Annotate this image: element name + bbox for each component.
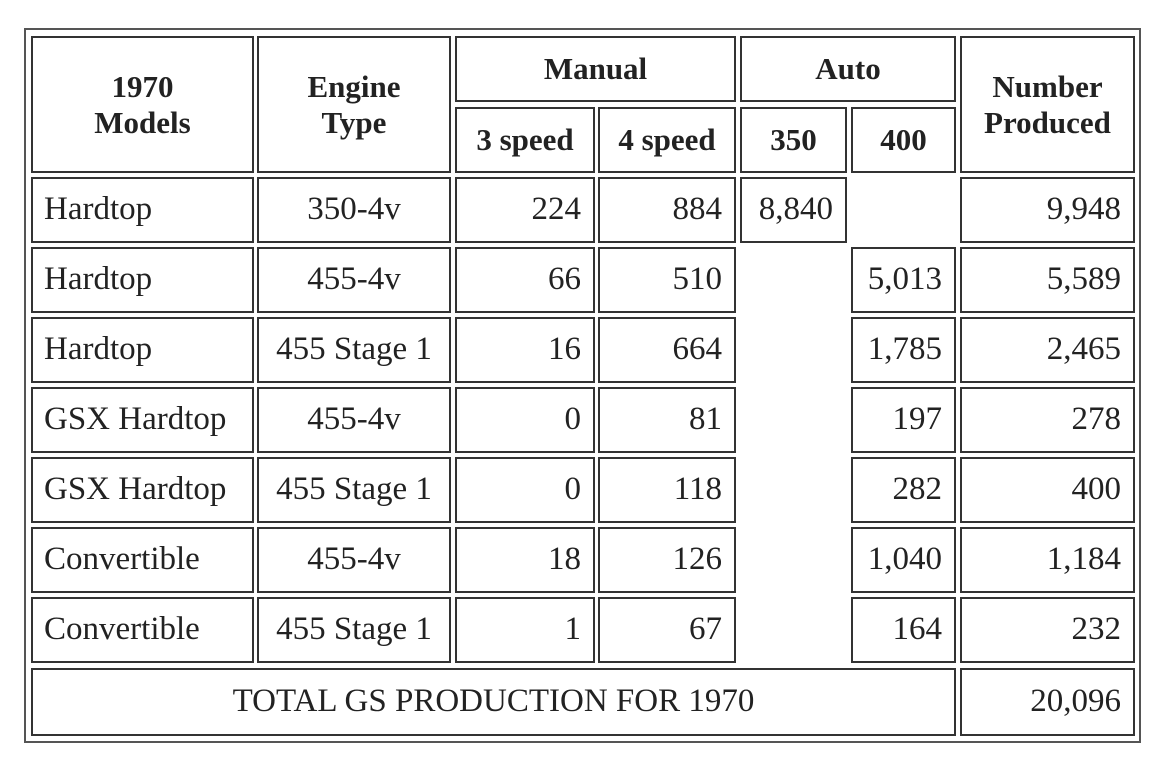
cell-model: GSX Hardtop [31, 387, 254, 453]
cell-manual-3: 0 [455, 457, 595, 523]
cell-number-produced: 400 [960, 457, 1135, 523]
cell-engine: 455 Stage 1 [257, 597, 451, 663]
cell-number-produced: 5,589 [960, 247, 1135, 313]
total-value: 20,096 [960, 668, 1135, 736]
cell-manual-4: 510 [598, 247, 736, 313]
cell-manual-3: 224 [455, 177, 595, 243]
header-auto: Auto [740, 36, 956, 102]
cell-auto-400: 5,013 [851, 247, 956, 313]
cell-manual-4: 118 [598, 457, 736, 523]
cell-manual-3: 1 [455, 597, 595, 663]
cell-auto-400: 197 [851, 387, 956, 453]
cell-manual-3: 66 [455, 247, 595, 313]
cell-manual-3: 0 [455, 387, 595, 453]
cell-model: Convertible [31, 597, 254, 663]
cell-number-produced: 278 [960, 387, 1135, 453]
header-manual-4-speed: 4 speed [598, 107, 736, 173]
cell-model: Hardtop [31, 317, 254, 383]
cell-manual-3: 16 [455, 317, 595, 383]
cell-model: Hardtop [31, 247, 254, 313]
cell-engine: 455-4v [257, 387, 451, 453]
header-models: 1970 Models [31, 36, 254, 173]
header-auto-400: 400 [851, 107, 956, 173]
cell-auto-350: 8,840 [740, 177, 847, 243]
production-table [24, 28, 1141, 743]
cell-auto-400: 1,785 [851, 317, 956, 383]
cell-engine: 455 Stage 1 [257, 457, 451, 523]
cell-manual-3: 18 [455, 527, 595, 593]
cell-auto-400: 282 [851, 457, 956, 523]
total-label: TOTAL GS PRODUCTION FOR 1970 [31, 668, 956, 736]
header-number-produced: Number Produced [960, 36, 1135, 173]
header-auto-350: 350 [740, 107, 847, 173]
cell-number-produced: 1,184 [960, 527, 1135, 593]
cell-engine: 455-4v [257, 527, 451, 593]
cell-engine: 455-4v [257, 247, 451, 313]
cell-model: Hardtop [31, 177, 254, 243]
header-engine-type: Engine Type [257, 36, 451, 173]
cell-auto-400: 1,040 [851, 527, 956, 593]
cell-manual-4: 126 [598, 527, 736, 593]
cell-manual-4: 884 [598, 177, 736, 243]
cell-manual-4: 664 [598, 317, 736, 383]
cell-number-produced: 2,465 [960, 317, 1135, 383]
cell-engine: 455 Stage 1 [257, 317, 451, 383]
header-manual: Manual [455, 36, 736, 102]
cell-model: Convertible [31, 527, 254, 593]
cell-manual-4: 67 [598, 597, 736, 663]
cell-number-produced: 232 [960, 597, 1135, 663]
cell-auto-400: 164 [851, 597, 956, 663]
cell-manual-4: 81 [598, 387, 736, 453]
cell-number-produced: 9,948 [960, 177, 1135, 243]
cell-model: GSX Hardtop [31, 457, 254, 523]
cell-engine: 350-4v [257, 177, 451, 243]
header-manual-3-speed: 3 speed [455, 107, 595, 173]
